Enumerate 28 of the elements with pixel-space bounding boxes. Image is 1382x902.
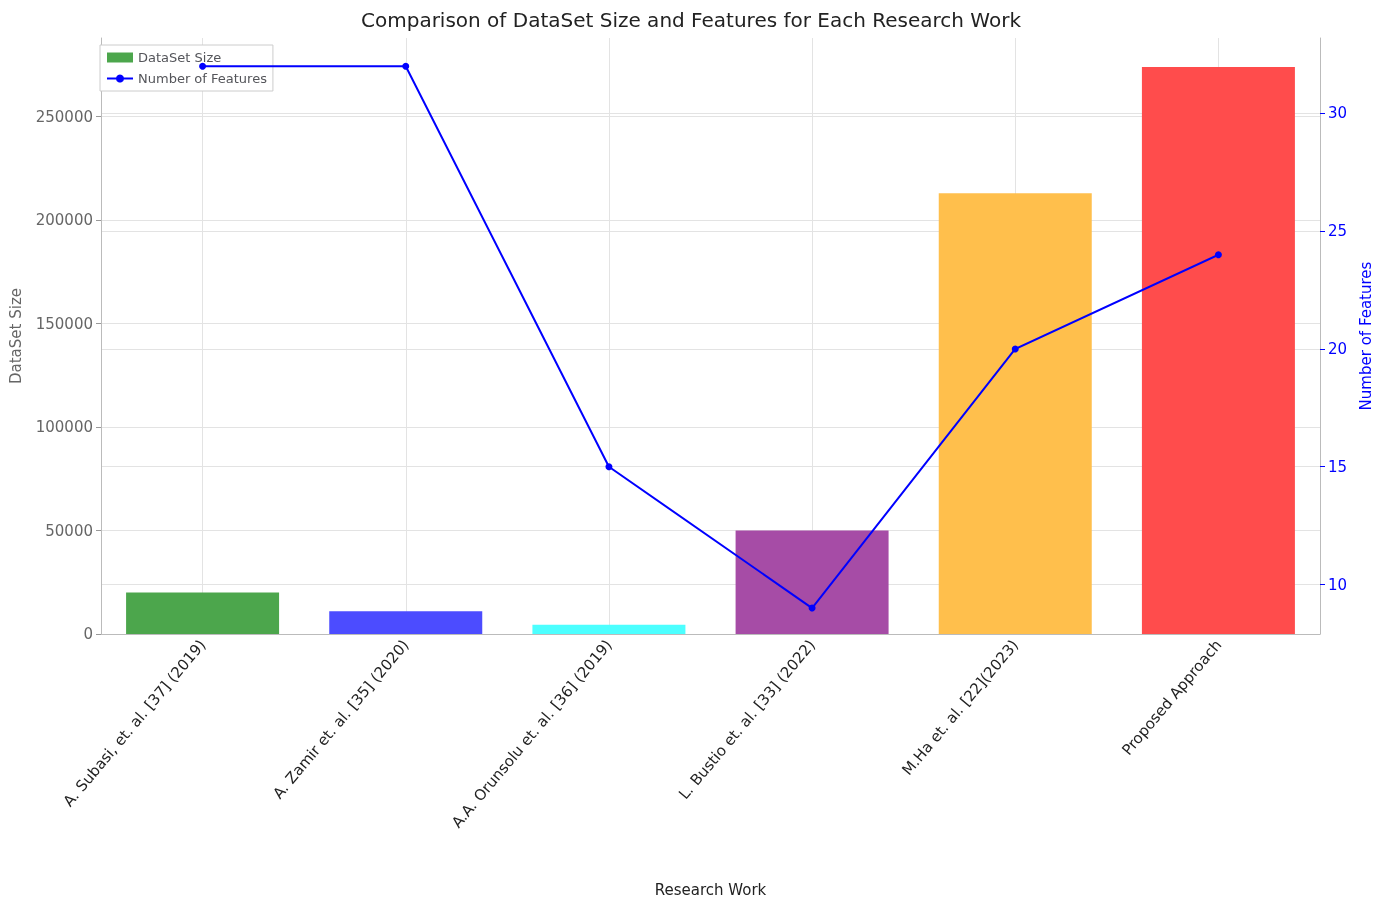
y2-tick-label: 25 [1328, 222, 1348, 241]
y-tick-label: 100000 [35, 418, 93, 437]
y2-axis-title: Number of Features [1356, 261, 1375, 411]
x-axis-title: Research Work [654, 880, 767, 899]
y2-tick-label: 30 [1328, 104, 1348, 123]
y-tick-label: 150000 [35, 314, 93, 333]
point [199, 62, 207, 70]
y-tick-label: 50000 [45, 521, 93, 540]
bar [735, 530, 889, 634]
bar [126, 592, 280, 634]
point [1011, 345, 1019, 353]
y2-tick-label: 10 [1328, 575, 1348, 594]
bar [1141, 66, 1295, 634]
y-tick-label: 0 [83, 625, 93, 643]
y2-tick-label: 15 [1328, 457, 1348, 476]
bar [938, 193, 1092, 634]
y2-tick-label: 20 [1328, 339, 1348, 358]
point [1214, 251, 1222, 259]
bar [532, 624, 686, 634]
y-tick-label: 200000 [35, 211, 93, 230]
y-tick-label: 250000 [35, 107, 93, 126]
chart-title: Comparison of DataSet Size and Features for Each Research Work [361, 8, 1022, 32]
point [402, 62, 410, 70]
point [605, 463, 613, 471]
legend-label: Number of Features [138, 71, 268, 86]
legend-label: DataSet Size [138, 50, 222, 65]
y-axis-title: DataSet Size [6, 287, 25, 385]
bar [329, 611, 483, 634]
